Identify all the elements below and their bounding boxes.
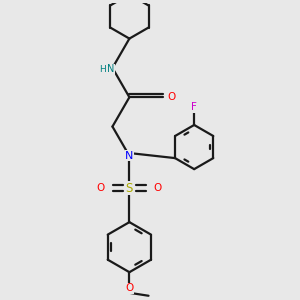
Text: O: O bbox=[154, 183, 162, 193]
Text: S: S bbox=[126, 182, 133, 195]
Text: O: O bbox=[125, 284, 134, 293]
Text: O: O bbox=[167, 92, 175, 102]
Text: O: O bbox=[97, 183, 105, 193]
Text: H: H bbox=[99, 65, 106, 74]
Text: N: N bbox=[107, 64, 115, 74]
Text: F: F bbox=[191, 102, 197, 112]
Text: N: N bbox=[125, 151, 134, 161]
